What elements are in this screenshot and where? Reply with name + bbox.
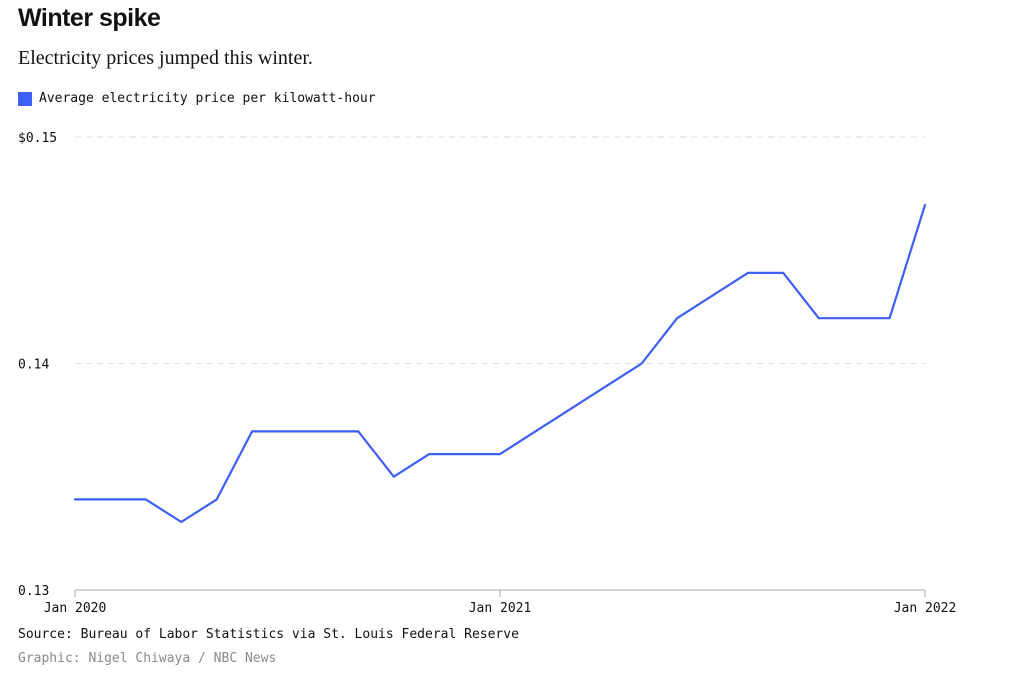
data-point	[675, 316, 679, 320]
data-point	[356, 429, 360, 433]
data-point	[144, 497, 148, 501]
y-tick-label: 0.14	[18, 358, 49, 373]
data-point	[711, 294, 715, 298]
legend-label: Average electricity price per kilowatt-h…	[39, 91, 376, 106]
x-tick-label: Jan 2021	[469, 601, 532, 616]
data-point	[392, 475, 396, 479]
data-point	[108, 497, 112, 501]
data-point	[179, 520, 183, 524]
graphic-credit: Graphic: Nigel Chiwaya / NBC News	[18, 651, 277, 666]
data-point	[746, 271, 750, 275]
data-point	[888, 316, 892, 320]
data-point	[427, 452, 431, 456]
chart-title: Winter spike	[18, 4, 161, 32]
data-point	[463, 452, 467, 456]
data-point	[923, 203, 927, 207]
legend: Average electricity price per kilowatt-h…	[18, 91, 376, 106]
data-point	[498, 452, 502, 456]
data-point	[781, 271, 785, 275]
data-point	[604, 384, 608, 388]
x-tick-label: Jan 2020	[44, 601, 107, 616]
data-point	[640, 362, 644, 366]
legend-swatch	[18, 91, 32, 106]
data-point	[321, 429, 325, 433]
data-point	[215, 497, 219, 501]
x-tick-label: Jan 2022	[894, 601, 957, 616]
data-point	[852, 316, 856, 320]
data-point	[286, 429, 290, 433]
data-point	[73, 497, 77, 501]
source-note: Source: Bureau of Labor Statistics via S…	[18, 627, 519, 642]
data-point	[569, 407, 573, 411]
data-point	[817, 316, 821, 320]
series-line-electricity-price	[73, 203, 927, 524]
data-point	[533, 429, 537, 433]
y-tick-label: $0.15	[18, 131, 57, 146]
chart-subtitle: Electricity prices jumped this winter.	[18, 47, 313, 69]
data-point	[250, 429, 254, 433]
y-tick-label: 0.13	[18, 584, 49, 599]
